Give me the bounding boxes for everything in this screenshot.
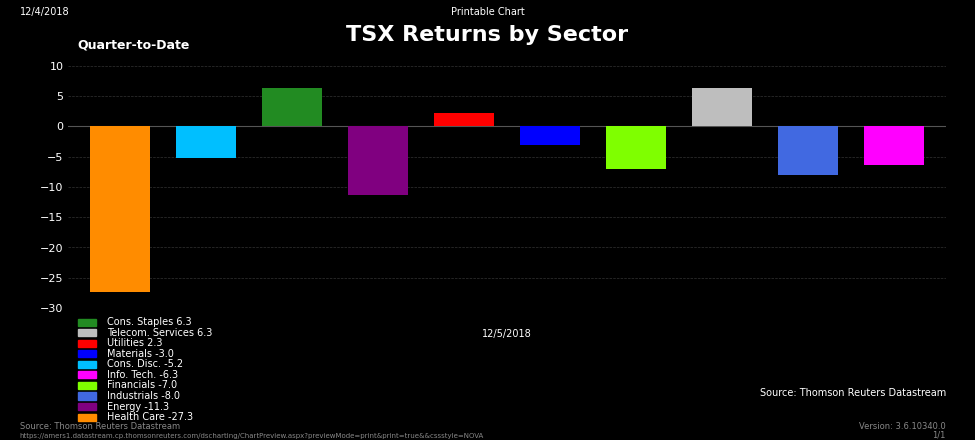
Text: Materials -3.0: Materials -3.0 xyxy=(107,349,175,359)
Text: Energy -11.3: Energy -11.3 xyxy=(107,402,170,411)
Text: TSX Returns by Sector: TSX Returns by Sector xyxy=(346,25,629,45)
Bar xyxy=(692,88,752,126)
Bar xyxy=(262,88,322,126)
Text: https://amers1.datastream.cp.thomsonreuters.com/dscharting/ChartPreview.aspx?pre: https://amers1.datastream.cp.thomsonreut… xyxy=(20,433,484,439)
Bar xyxy=(605,126,666,169)
Text: Financials -7.0: Financials -7.0 xyxy=(107,381,177,390)
Bar xyxy=(864,126,924,165)
Text: 12/5/2018: 12/5/2018 xyxy=(482,329,532,339)
Text: Printable Chart: Printable Chart xyxy=(450,7,525,18)
Bar xyxy=(520,126,580,145)
Text: Telecom. Services 6.3: Telecom. Services 6.3 xyxy=(107,328,213,337)
Bar xyxy=(176,126,236,158)
Bar xyxy=(778,126,838,175)
Text: Version: 3.6.10340.0: Version: 3.6.10340.0 xyxy=(859,422,946,431)
Text: Source: Thomson Reuters Datastream: Source: Thomson Reuters Datastream xyxy=(20,422,179,431)
Text: Cons. Staples 6.3: Cons. Staples 6.3 xyxy=(107,317,192,327)
Text: Cons. Disc. -5.2: Cons. Disc. -5.2 xyxy=(107,359,183,369)
Text: Health Care -27.3: Health Care -27.3 xyxy=(107,412,193,422)
Text: Industrials -8.0: Industrials -8.0 xyxy=(107,391,180,401)
Text: Utilities 2.3: Utilities 2.3 xyxy=(107,338,163,348)
Text: Source: Thomson Reuters Datastream: Source: Thomson Reuters Datastream xyxy=(760,388,946,398)
Bar xyxy=(90,126,150,292)
Bar xyxy=(348,126,409,195)
Bar xyxy=(434,113,494,126)
Text: 12/4/2018: 12/4/2018 xyxy=(20,7,69,18)
Text: Quarter-to-Date: Quarter-to-Date xyxy=(77,38,189,51)
Text: 1/1: 1/1 xyxy=(932,431,946,440)
Text: Info. Tech. -6.3: Info. Tech. -6.3 xyxy=(107,370,178,380)
